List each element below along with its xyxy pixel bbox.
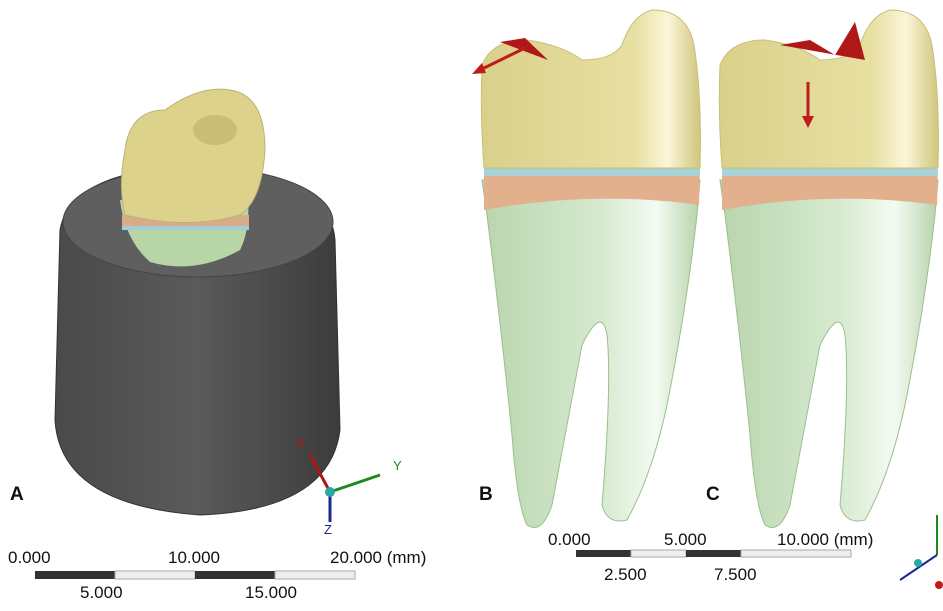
figure: A X Y Z 0.000 10.000 20.000 (mm) 5.000 1… — [0, 0, 943, 606]
scale-bar — [35, 571, 355, 579]
scale-label: 2.500 — [604, 565, 647, 584]
scale-label: 15.000 — [245, 583, 297, 602]
axis-label: X — [296, 435, 305, 450]
scale-label: 20.000 (mm) — [330, 548, 426, 567]
scale-label: 10.000 — [168, 548, 220, 567]
tooth-model — [719, 10, 938, 528]
panel-a — [55, 89, 340, 515]
scale-label: 5.000 — [80, 583, 123, 602]
axis-label: Y — [393, 458, 402, 473]
axis-triad — [900, 515, 943, 589]
scale-label: 10.000 (mm) — [777, 530, 873, 549]
axis-label: Z — [324, 522, 332, 537]
panel-label: A — [10, 484, 24, 505]
scale-label: 5.000 — [664, 530, 707, 549]
scale-label: 0.000 — [548, 530, 591, 549]
scale-label: 0.000 — [8, 548, 51, 567]
scale-label: 7.500 — [714, 565, 757, 584]
panel-label: C — [706, 484, 720, 505]
tooth-model — [481, 10, 700, 528]
scale-bar — [576, 550, 851, 557]
panel-label: B — [479, 484, 493, 505]
